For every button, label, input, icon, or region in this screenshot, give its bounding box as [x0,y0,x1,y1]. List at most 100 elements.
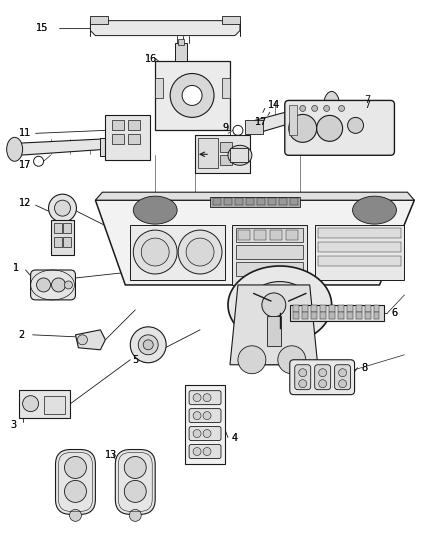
Bar [90,15,108,23]
Text: 4: 4 [232,433,238,442]
Bar [364,312,371,319]
Ellipse shape [7,138,23,161]
Ellipse shape [52,278,66,292]
Bar [220,155,232,165]
Ellipse shape [339,369,346,377]
Bar [130,225,225,280]
Polygon shape [16,139,120,155]
Bar [128,134,140,144]
Bar [374,305,379,312]
Ellipse shape [348,117,364,133]
Ellipse shape [178,230,222,274]
Ellipse shape [300,106,306,111]
Text: 17: 17 [19,160,31,170]
Ellipse shape [54,200,71,216]
Text: 7: 7 [364,100,371,110]
FancyBboxPatch shape [290,360,355,394]
Bar [238,230,250,240]
Ellipse shape [138,335,158,355]
FancyBboxPatch shape [295,365,311,390]
Text: 1: 1 [13,263,19,273]
Bar [155,78,163,99]
Ellipse shape [193,430,201,438]
Bar [302,305,308,312]
FancyBboxPatch shape [189,445,221,458]
Text: 7: 7 [364,95,371,106]
FancyBboxPatch shape [189,409,221,423]
Ellipse shape [193,448,201,456]
Bar [290,305,385,321]
Bar [155,61,230,131]
Bar [175,43,187,61]
Text: 2: 2 [19,330,25,340]
FancyBboxPatch shape [56,449,95,514]
Ellipse shape [289,115,317,142]
Bar [198,139,218,168]
FancyBboxPatch shape [115,449,155,514]
Ellipse shape [170,74,214,117]
Polygon shape [265,330,295,365]
Text: 6: 6 [392,308,398,318]
Text: 4: 4 [232,433,238,442]
Polygon shape [230,285,318,365]
Text: 13: 13 [106,449,118,459]
Bar [320,305,326,312]
Ellipse shape [37,278,50,292]
Ellipse shape [193,394,201,402]
Ellipse shape [233,125,243,135]
Ellipse shape [203,411,211,419]
Ellipse shape [249,281,311,328]
Bar [356,305,361,312]
Ellipse shape [228,266,332,344]
Bar [100,139,130,156]
FancyBboxPatch shape [285,100,395,155]
Bar [185,385,225,464]
Bar [43,395,66,414]
FancyBboxPatch shape [335,365,350,390]
Ellipse shape [186,238,214,266]
Bar [374,312,379,319]
Ellipse shape [278,346,306,374]
Bar [318,256,401,266]
Bar [106,116,150,160]
Text: 5: 5 [132,355,138,365]
FancyBboxPatch shape [314,365,331,390]
Bar [222,78,230,99]
Ellipse shape [64,281,72,289]
FancyBboxPatch shape [31,270,75,300]
Bar [236,228,303,242]
Bar [314,225,404,280]
Bar [50,220,74,255]
Polygon shape [90,21,240,36]
Polygon shape [255,100,335,132]
Ellipse shape [319,369,327,377]
Ellipse shape [353,196,396,224]
Text: 11: 11 [19,128,31,139]
Text: 6: 6 [392,308,398,318]
FancyBboxPatch shape [189,426,221,441]
Bar [53,223,61,233]
Ellipse shape [319,379,327,387]
Bar [289,106,297,135]
Bar [210,197,300,207]
Ellipse shape [133,196,177,224]
Bar [232,225,307,285]
Ellipse shape [203,430,211,438]
Bar [311,312,317,319]
Ellipse shape [34,156,43,166]
Ellipse shape [129,510,141,521]
Bar [267,316,281,346]
Text: 17: 17 [19,160,31,170]
Ellipse shape [193,411,201,419]
Ellipse shape [143,340,153,350]
Text: 11: 11 [19,128,31,139]
Bar [346,305,353,312]
Bar [302,312,308,319]
Bar [270,230,282,240]
Bar [279,198,287,205]
Text: 9: 9 [222,123,228,133]
Bar [213,198,221,205]
Ellipse shape [78,335,88,345]
Ellipse shape [124,480,146,503]
Ellipse shape [64,456,86,479]
